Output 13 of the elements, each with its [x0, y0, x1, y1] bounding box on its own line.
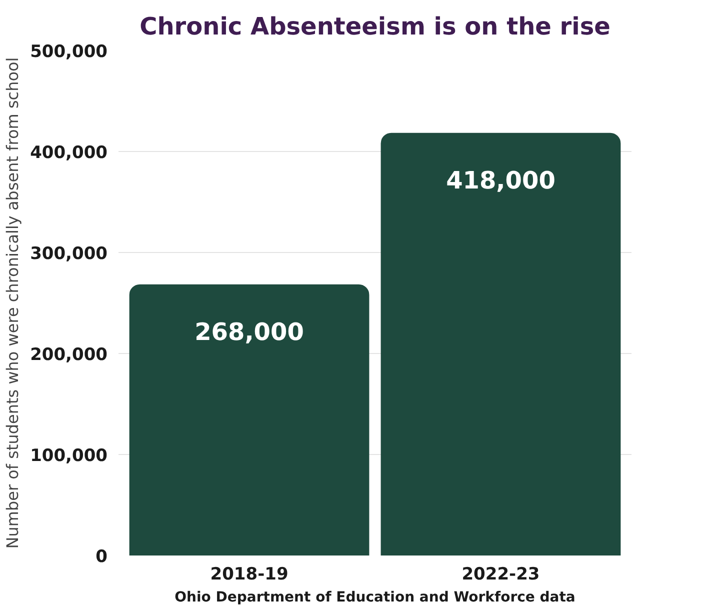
y-tick-label: 0 [96, 547, 108, 567]
y-tick-label: 300,000 [30, 244, 108, 264]
data-label: 418,000 [446, 166, 556, 194]
y-tick-label: 500,000 [30, 42, 108, 62]
y-axis-title: Number of students who were chronically absent from school [3, 57, 22, 549]
y-tick-label: 200,000 [30, 345, 108, 365]
y-tick-label: 400,000 [30, 143, 108, 163]
y-tick-label: 100,000 [30, 446, 108, 466]
chart-title: Chronic Absenteeism is on the rise [140, 12, 610, 40]
data-label: 268,000 [194, 318, 304, 346]
x-tick-label: 2022-23 [462, 564, 540, 584]
x-tick-label: 2018-19 [210, 564, 288, 584]
text: Ohio Department of Education and Workforce data [174, 590, 576, 606]
